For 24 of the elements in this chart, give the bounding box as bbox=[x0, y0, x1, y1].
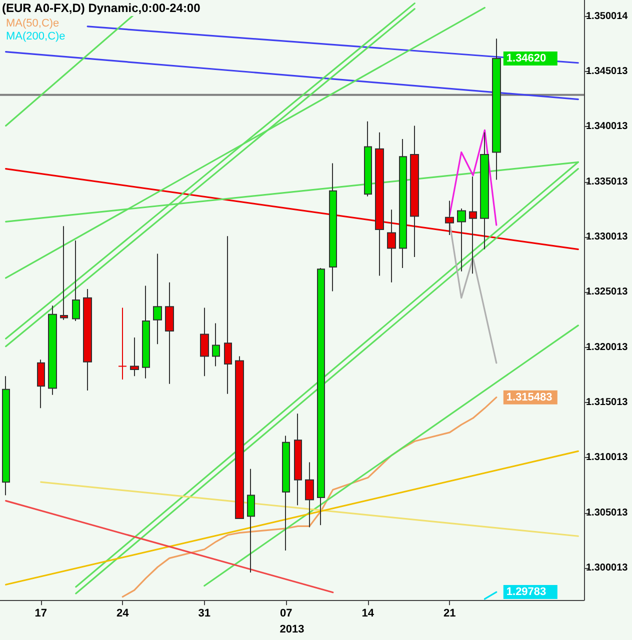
chart-title: (EUR A0-FX,D) Dynamic,0:00-24:00 bbox=[2, 1, 201, 15]
y-tick-label: 1.315013 bbox=[586, 396, 628, 408]
data-label: 1.315483 bbox=[506, 391, 552, 404]
x-tick-label: 17 bbox=[34, 608, 48, 620]
text: MA(50,C)e bbox=[6, 18, 60, 30]
y-tick-label: 1.335013 bbox=[586, 176, 628, 188]
y-tick-label: 1.340013 bbox=[586, 121, 628, 132]
y-tick-label: 1.350014 bbox=[586, 10, 628, 22]
y-tick-label: 1.320013 bbox=[586, 342, 628, 353]
x-tick-label: 31 bbox=[198, 608, 211, 620]
text: MA(200,C)e bbox=[6, 30, 66, 42]
y-tick-label: 1.310013 bbox=[586, 452, 628, 464]
y-tick-label: 1.325013 bbox=[586, 286, 628, 298]
y-tick-label: 1.305013 bbox=[586, 507, 628, 518]
x-tick-label: 07 bbox=[280, 608, 292, 620]
y-tick-label: 1.300013 bbox=[586, 562, 628, 574]
x-tick-label: 21 bbox=[444, 608, 456, 620]
data-label: 1.29783 bbox=[506, 586, 546, 598]
y-tick-label: 1.345013 bbox=[586, 66, 628, 78]
x-axis-title: 2013 bbox=[280, 624, 304, 636]
text: 1.34620 bbox=[506, 52, 546, 64]
y-tick-label: 1.330013 bbox=[586, 232, 628, 243]
x-tick-label: 14 bbox=[362, 608, 375, 620]
x-tick-label: 24 bbox=[116, 608, 130, 620]
